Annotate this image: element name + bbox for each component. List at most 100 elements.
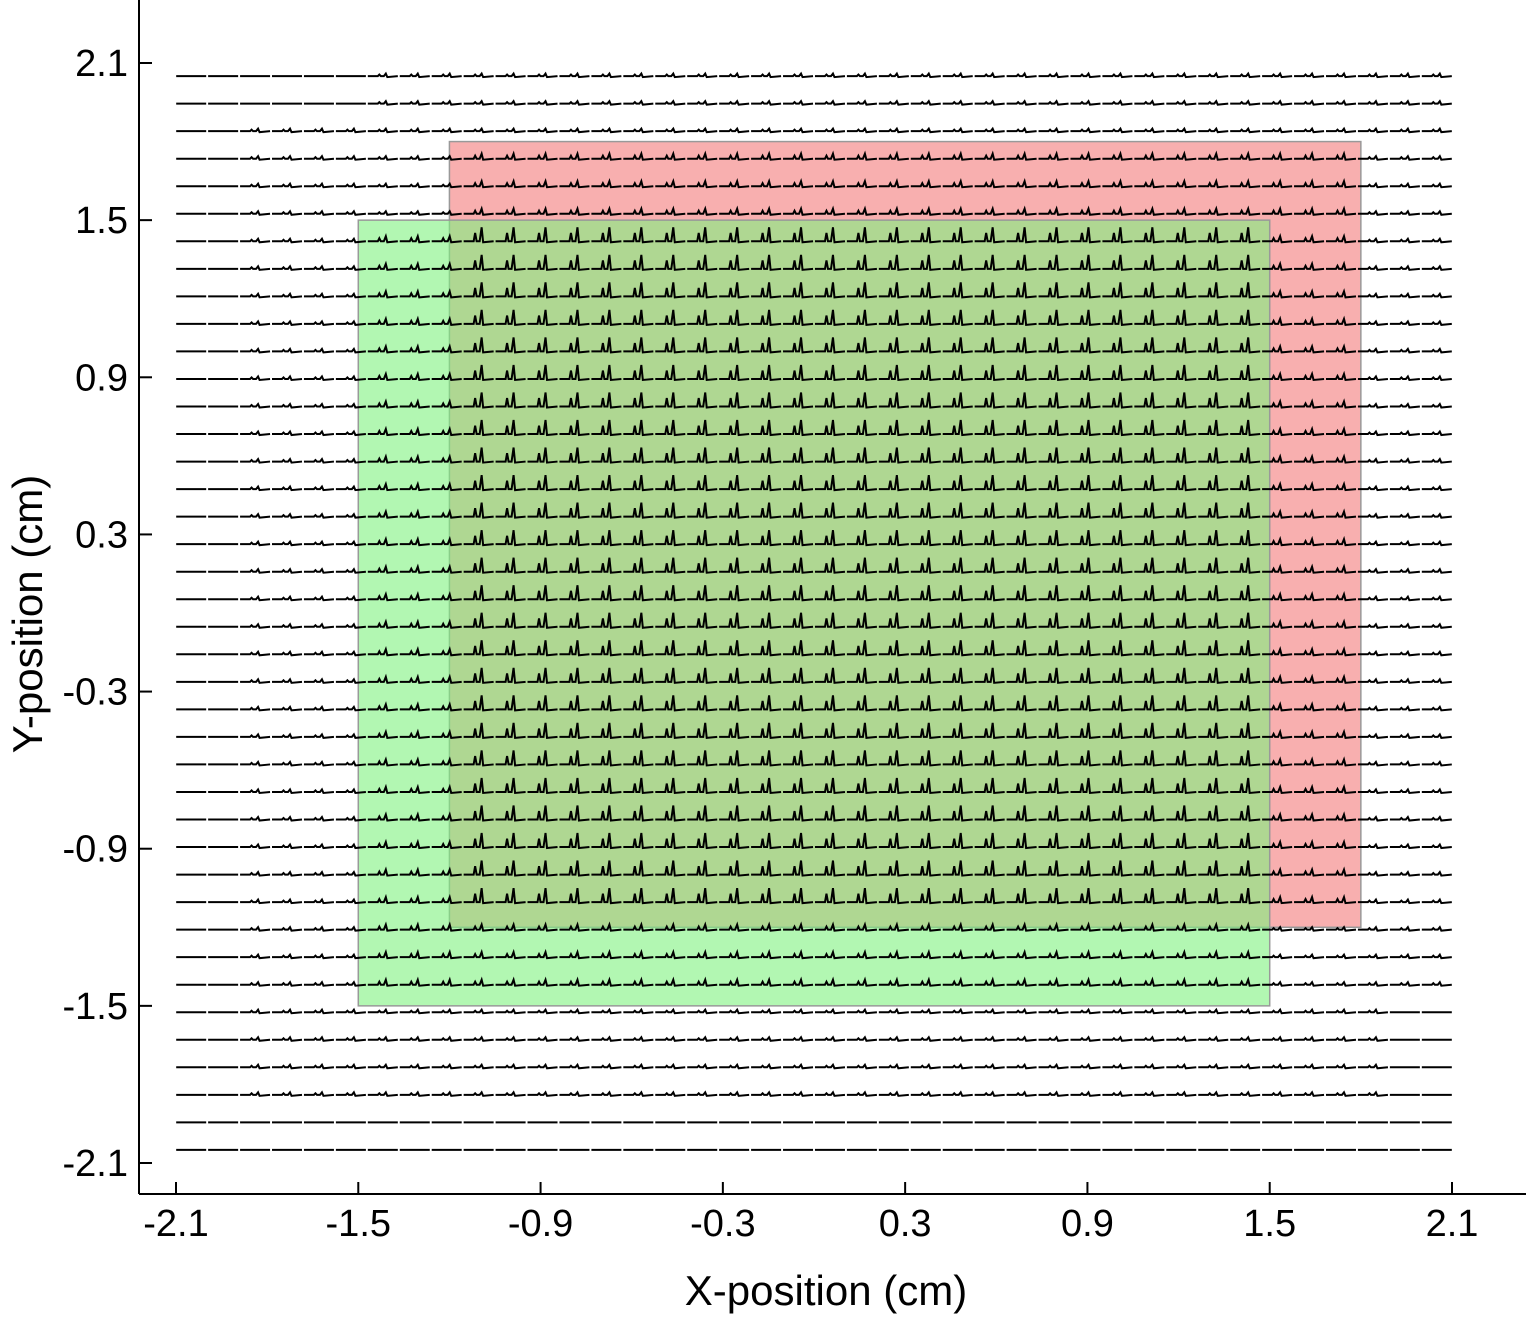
- trace-10-16: [687, 337, 718, 354]
- trace-8-39: [1421, 291, 1452, 299]
- trace-6-8: [431, 233, 462, 244]
- trace-13-37: [1357, 429, 1389, 437]
- trace-6-32: [1198, 227, 1229, 244]
- trace-33-22: [878, 976, 909, 987]
- trace-36-10: [495, 1062, 526, 1070]
- trace-4-9: [463, 177, 494, 189]
- trace-5-31: [1166, 205, 1197, 216]
- trace-15-20: [814, 474, 846, 492]
- trace-13-39: [1421, 429, 1452, 437]
- trace-0-29: [1102, 71, 1133, 79]
- trace-28-18: [751, 832, 782, 850]
- trace-28-27: [1038, 832, 1069, 850]
- trace-18-7: [399, 563, 430, 574]
- trace-3-26: [1006, 150, 1037, 161]
- trace-1-12: [559, 99, 590, 106]
- trace-33-37: [1357, 980, 1389, 987]
- trace-12-14: [623, 392, 654, 409]
- trace-5-23: [910, 205, 941, 216]
- trace-4-38: [1389, 181, 1420, 189]
- trace-31-15: [655, 921, 686, 932]
- trace-12-19: [783, 392, 814, 409]
- trace-1-31: [1166, 99, 1197, 106]
- trace-37-37: [1357, 1090, 1389, 1097]
- trace-19-24: [942, 585, 973, 602]
- trace-8-35: [1294, 288, 1325, 299]
- trace-29-29: [1102, 860, 1133, 877]
- trace-9-3: [272, 319, 303, 326]
- trace-37-29: [1102, 1090, 1133, 1097]
- trace-4-31: [1166, 177, 1197, 189]
- trace-0-38: [1389, 71, 1420, 79]
- trace-1-6: [367, 99, 398, 106]
- trace-36-6: [367, 1062, 398, 1070]
- trace-20-35: [1294, 618, 1325, 629]
- trace-14-32: [1198, 447, 1229, 464]
- trace-25-9: [463, 750, 494, 767]
- trace-4-7: [399, 181, 430, 189]
- trace-21-29: [1102, 640, 1133, 657]
- trace-36-7: [399, 1062, 430, 1070]
- trace-8-30: [1134, 282, 1165, 299]
- trace-22-37: [1357, 677, 1389, 684]
- x-tick-label: -0.3: [690, 1203, 755, 1245]
- trace-7-30: [1134, 254, 1165, 271]
- trace-32-31: [1166, 948, 1197, 960]
- trace-27-31: [1166, 805, 1197, 822]
- trace-12-32: [1198, 392, 1229, 409]
- trace-28-8: [431, 838, 462, 850]
- trace-31-23: [910, 921, 941, 932]
- trace-30-38: [1389, 897, 1420, 905]
- trace-0-34: [1262, 71, 1293, 79]
- trace-32-33: [1230, 948, 1261, 960]
- trace-3-13: [591, 150, 622, 161]
- trace-17-20: [814, 530, 846, 547]
- trace-10-24: [942, 337, 973, 354]
- trace-11-37: [1357, 374, 1389, 382]
- trace-32-28: [1070, 948, 1101, 960]
- trace-6-38: [1389, 236, 1420, 244]
- trace-6-21: [846, 227, 878, 244]
- trace-33-33: [1230, 976, 1261, 987]
- trace-25-6: [367, 756, 398, 767]
- trace-19-26: [1006, 585, 1037, 602]
- trace-6-4: [303, 236, 335, 244]
- trace-28-38: [1389, 842, 1420, 850]
- trace-14-15: [655, 447, 686, 464]
- trace-24-17: [719, 722, 750, 739]
- trace-22-20: [814, 667, 846, 684]
- trace-13-25: [974, 419, 1005, 437]
- trace-19-11: [527, 585, 558, 602]
- trace-29-34: [1262, 866, 1293, 877]
- trace-28-17: [719, 832, 750, 850]
- trace-31-33: [1230, 921, 1261, 932]
- trace-36-12: [559, 1062, 590, 1070]
- trace-34-35: [1294, 1007, 1325, 1015]
- trace-33-6: [367, 976, 398, 987]
- trace-1-15: [655, 99, 686, 106]
- trace-18-36: [1325, 563, 1357, 574]
- trace-35-14: [623, 1035, 654, 1042]
- trace-11-16: [687, 364, 718, 382]
- trace-7-35: [1294, 260, 1325, 271]
- trace-18-11: [527, 557, 558, 574]
- trace-8-25: [974, 282, 1005, 299]
- trace-18-24: [942, 557, 973, 574]
- trace-32-32: [1198, 948, 1229, 960]
- trace-21-34: [1262, 646, 1293, 657]
- trace-21-9: [463, 640, 494, 657]
- trace-16-33: [1230, 502, 1261, 519]
- trace-29-22: [878, 860, 909, 877]
- trace-7-18: [751, 254, 782, 271]
- trace-34-23: [910, 1007, 941, 1015]
- trace-2-23: [910, 126, 941, 134]
- trace-16-35: [1294, 508, 1325, 519]
- trace-28-15: [655, 832, 686, 850]
- trace-11-26: [1006, 364, 1037, 382]
- trace-26-4: [303, 787, 335, 795]
- trace-25-8: [431, 756, 462, 767]
- trace-5-8: [431, 209, 462, 216]
- trace-29-35: [1294, 866, 1325, 877]
- trace-37-34: [1262, 1090, 1293, 1097]
- trace-22-3: [272, 677, 303, 684]
